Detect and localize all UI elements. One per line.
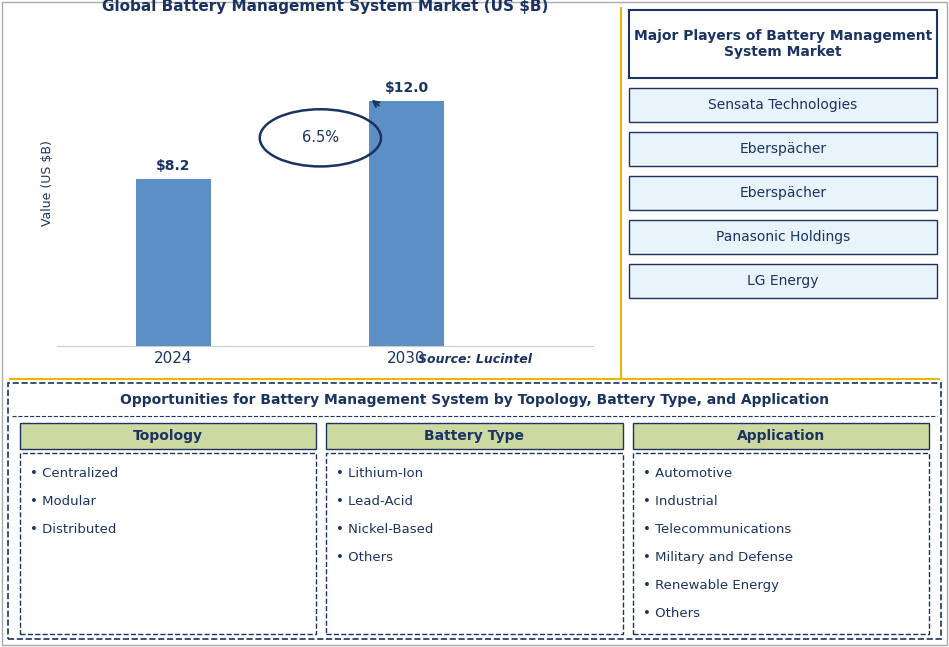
Bar (629, 88, 937, 122)
Text: • Nickel-Based: • Nickel-Based (336, 523, 434, 536)
Text: Eberspächer: Eberspächer (739, 142, 827, 156)
Text: Battery Type: Battery Type (424, 429, 525, 443)
Text: Application: Application (736, 429, 825, 443)
Text: 6.5%: 6.5% (302, 130, 339, 146)
Bar (20, 423, 316, 449)
Bar (629, 10, 937, 78)
Bar (629, 132, 937, 166)
Bar (8, 383, 941, 639)
Text: • Lithium-Ion: • Lithium-Ion (336, 467, 423, 480)
Text: • Industrial: • Industrial (642, 495, 717, 508)
Text: LG Energy: LG Energy (747, 274, 819, 288)
Bar (633, 453, 929, 634)
Text: • Distributed: • Distributed (30, 523, 117, 536)
Text: • Centralized: • Centralized (30, 467, 119, 480)
Text: $8.2: $8.2 (157, 159, 191, 173)
Text: Major Players of Battery Management
System Market: Major Players of Battery Management Syst… (634, 29, 932, 59)
Bar (629, 220, 937, 254)
Text: • Automotive: • Automotive (642, 467, 732, 480)
Bar (20, 453, 316, 634)
Text: Panasonic Holdings: Panasonic Holdings (716, 230, 850, 244)
Text: • Modular: • Modular (30, 495, 96, 508)
Text: • Others: • Others (642, 607, 699, 620)
Text: • Others: • Others (336, 551, 393, 564)
Bar (326, 423, 623, 449)
Bar (369, 101, 444, 346)
Text: $12.0: $12.0 (384, 81, 429, 95)
Text: Topology: Topology (133, 429, 203, 443)
Text: Source: Lucintel: Source: Lucintel (419, 353, 532, 366)
Text: • Telecommunications: • Telecommunications (642, 523, 791, 536)
Bar (326, 453, 623, 634)
Text: Opportunities for Battery Management System by Topology, Battery Type, and Appli: Opportunities for Battery Management Sys… (120, 393, 829, 407)
Y-axis label: Value (US $B): Value (US $B) (41, 140, 54, 226)
Bar (137, 179, 211, 346)
Text: • Renewable Energy: • Renewable Energy (642, 579, 779, 592)
Text: • Lead-Acid: • Lead-Acid (336, 495, 414, 508)
Text: • Military and Defense: • Military and Defense (642, 551, 792, 564)
Title: Global Battery Management System Market (US $B): Global Battery Management System Market … (102, 0, 549, 14)
Bar (633, 423, 929, 449)
Bar (629, 176, 937, 210)
Text: Sensata Technologies: Sensata Technologies (708, 98, 858, 112)
Bar (629, 264, 937, 298)
Text: Eberspächer: Eberspächer (739, 186, 827, 200)
